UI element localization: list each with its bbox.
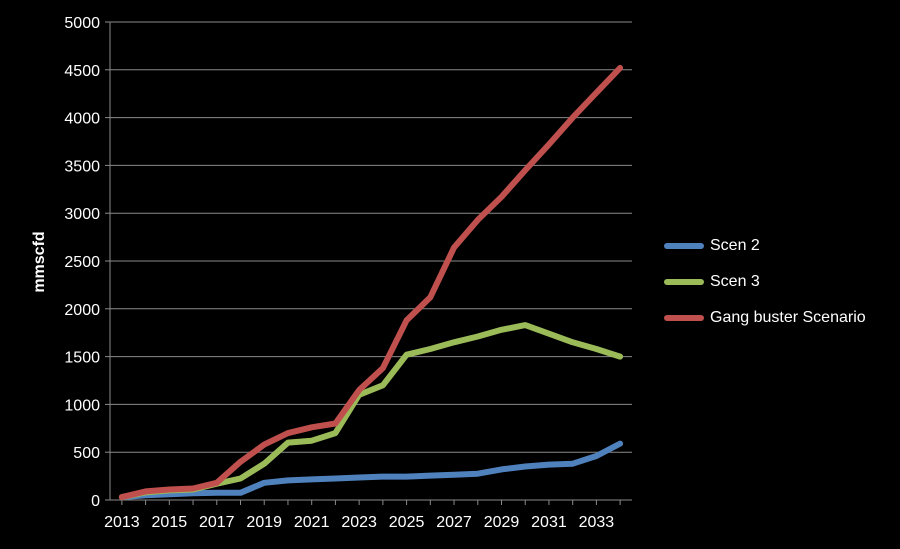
legend-label: Gang buster Scenario	[710, 309, 866, 326]
y-tick-label: 500	[73, 445, 100, 462]
y-axis-label: mmscfd	[31, 231, 48, 292]
x-tick-label: 2025	[389, 514, 425, 531]
x-tick-label: 2015	[152, 514, 188, 531]
legend-swatch	[664, 243, 704, 249]
x-tick-label: 2021	[294, 514, 330, 531]
y-tick-label: 4500	[64, 63, 100, 80]
x-tick-label: 2031	[531, 514, 567, 531]
x-tick-label: 2013	[104, 514, 140, 531]
legend-swatch	[664, 315, 704, 321]
legend-item-scen-2: Scen 2	[664, 228, 866, 264]
y-tick-label: 3500	[64, 158, 100, 175]
axes	[105, 21, 632, 505]
legend-item-gang-buster: Gang buster Scenario	[664, 300, 866, 336]
series-line-2	[118, 322, 624, 501]
y-tick-label: 0	[91, 493, 100, 510]
x-tick-label: 2023	[341, 514, 377, 531]
y-tick-label: 1500	[64, 350, 100, 367]
series-line-3	[118, 64, 624, 501]
x-tick-label: 2029	[484, 514, 520, 531]
gridlines	[110, 21, 632, 453]
legend-swatch	[664, 279, 704, 285]
series-line-1	[118, 440, 624, 501]
y-tick-label: 1000	[64, 397, 100, 414]
x-tick-label: 2033	[579, 514, 615, 531]
x-tick-labels: 2013 2015 2017 2019 2021 2023 2025 2027 2029 2031…	[104, 514, 614, 531]
series-lines	[118, 64, 624, 501]
y-tick-label: 4000	[64, 111, 100, 128]
x-tick-label: 2027	[436, 514, 472, 531]
x-tick-label: 2017	[199, 514, 235, 531]
legend-label: Scen 3	[710, 273, 760, 290]
x-tick-label: 2019	[246, 514, 282, 531]
y-tick-label: 2000	[64, 302, 100, 319]
y-tick-label: 3000	[64, 206, 100, 223]
y-tick-labels: 0 500 1000 1500 2000 2500 3000 3500 4000 4500 5000	[64, 15, 100, 510]
y-tick-label: 2500	[64, 254, 100, 271]
legend-item-scen-3: Scen 3	[664, 264, 866, 300]
legend: Scen 2 Scen 3 Gang buster Scenario	[664, 228, 866, 336]
y-tick-label: 5000	[64, 15, 100, 32]
legend-label: Scen 2	[710, 237, 760, 254]
